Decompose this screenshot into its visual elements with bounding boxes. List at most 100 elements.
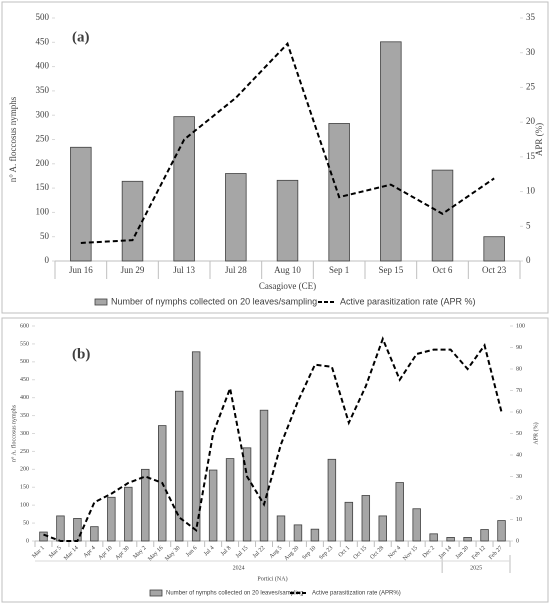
y2-tick-label: 35 xyxy=(526,12,536,22)
y-tick-label: 0 xyxy=(45,255,50,265)
y-tick-label: 50 xyxy=(23,520,29,526)
y-tick-label: 450 xyxy=(20,377,29,383)
y-tick-label: 300 xyxy=(36,109,50,119)
x-tick-label: Feb 27 xyxy=(488,545,504,561)
y-axis-label: n° A. floccosus nymphs xyxy=(8,96,18,182)
y2-axis-label: APR (%) xyxy=(534,123,544,156)
bar xyxy=(431,169,454,262)
bar xyxy=(497,520,506,542)
y2-tick-label: 0 xyxy=(516,538,519,544)
y2-tick-label: 50 xyxy=(516,431,522,437)
y-tick-label: 500 xyxy=(20,359,29,365)
apr-line xyxy=(80,41,495,244)
x-tick-label: Jun 16 xyxy=(69,265,93,275)
bar xyxy=(141,468,150,542)
y-tick-label: 0 xyxy=(26,538,29,544)
bar xyxy=(483,236,505,262)
y-tick-label: 350 xyxy=(36,85,50,95)
x-tick-label: Jul 22 xyxy=(252,545,267,560)
legend-label: Active parasitization rate (APR%) xyxy=(312,591,401,597)
panel-border xyxy=(1,1,549,314)
legend-swatch xyxy=(149,589,163,597)
y-tick-label: 400 xyxy=(36,61,50,71)
bar xyxy=(293,524,303,542)
y-tick-label: 100 xyxy=(20,503,29,509)
x-tick-label: Sep 10 xyxy=(301,545,317,561)
y2-tick-label: 100 xyxy=(516,323,525,329)
y2-tick-label: 0 xyxy=(526,255,531,265)
x-tick-label: Dec 2 xyxy=(422,545,436,559)
x-tick-label: Jun 29 xyxy=(121,265,145,275)
y-tick-label: 600 xyxy=(20,323,29,329)
bar xyxy=(429,533,438,542)
x-tick-label: Apr 30 xyxy=(115,545,131,561)
bar xyxy=(327,458,337,542)
bar xyxy=(328,123,350,262)
x-tick-label: Sep 23 xyxy=(318,545,334,561)
x-tick-label: Apr 10 xyxy=(98,545,114,561)
year-label: 2024 xyxy=(233,565,245,571)
y2-tick-label: 70 xyxy=(516,388,522,394)
x-tick-label: Mar 14 xyxy=(63,545,80,562)
bar xyxy=(73,518,82,542)
x-tick-label: Jul 15 xyxy=(235,545,250,560)
bar xyxy=(276,515,286,542)
y-tick-label: 200 xyxy=(36,158,50,168)
y-tick-label: 300 xyxy=(20,431,29,437)
panel-border xyxy=(1,317,549,603)
y-axis-label: n° A. floccosus nymphs xyxy=(10,404,17,462)
bar xyxy=(121,180,144,262)
y-tick-label: 350 xyxy=(20,413,29,419)
y-tick-label: 200 xyxy=(20,467,29,473)
y2-tick-label: 60 xyxy=(516,409,522,415)
y2-tick-label: 20 xyxy=(526,116,536,126)
x-tick-label: Jan 14 xyxy=(438,545,453,560)
y2-tick-label: 25 xyxy=(526,81,536,91)
y2-tick-label: 90 xyxy=(516,345,522,351)
y2-tick-label: 80 xyxy=(516,366,522,372)
bar xyxy=(412,508,421,542)
y2-tick-label: 5 xyxy=(526,220,531,230)
bar xyxy=(242,447,252,542)
x-tick-label: Aug 5 xyxy=(269,545,284,560)
x-tick-label: Nov 4 xyxy=(387,545,402,560)
bar xyxy=(56,515,65,542)
x-tick-label: Mar 1 xyxy=(31,545,45,559)
legend-label: Number of nymphs collected on 20 leaves/… xyxy=(166,591,303,597)
bar xyxy=(310,528,320,542)
y2-tick-label: 10 xyxy=(526,186,536,196)
bar xyxy=(124,486,133,542)
legend-label: Number of nymphs collected on 20 leaves/… xyxy=(111,296,317,306)
x-tick-label: Jun 6 xyxy=(185,545,198,558)
x-tick-label: Jul 4 xyxy=(203,545,215,557)
legend-swatch xyxy=(94,298,108,306)
x-tick-label: Jul 13 xyxy=(173,265,195,275)
bar xyxy=(380,41,402,262)
y2-tick-label: 40 xyxy=(516,452,522,458)
x-tick-label: Oct 6 xyxy=(433,265,453,275)
y2-tick-label: 20 xyxy=(516,495,522,501)
y-tick-label: 150 xyxy=(36,182,50,192)
x-tick-label: Mar 5 xyxy=(48,545,62,559)
y-tick-label: 250 xyxy=(20,449,29,455)
bar xyxy=(191,351,201,542)
x-tick-label: Oct 28 xyxy=(369,545,385,561)
x-tick-label: Jan 20 xyxy=(455,545,470,560)
y2-tick-label: 30 xyxy=(516,474,522,480)
x-tick-label: Oct 15 xyxy=(353,545,369,561)
bar xyxy=(90,526,99,542)
y-tick-label: 250 xyxy=(36,134,50,144)
x-tick-label: Oct 1 xyxy=(338,545,352,559)
x-tick-label: May 16 xyxy=(147,545,164,562)
panel-label: (b) xyxy=(72,346,90,362)
y2-tick-label: 15 xyxy=(526,151,536,161)
legend-label: Active parasitization rate (APR %) xyxy=(340,296,476,306)
year-label: 2025 xyxy=(470,565,482,571)
bar xyxy=(344,501,354,542)
y2-axis-label: APR (%) xyxy=(532,422,539,444)
bar xyxy=(225,173,247,262)
y-tick-label: 100 xyxy=(36,206,50,216)
bar xyxy=(70,146,92,262)
x-tick-label: Jul 28 xyxy=(225,265,247,275)
x-axis-label: Portici (NA) xyxy=(257,575,287,582)
